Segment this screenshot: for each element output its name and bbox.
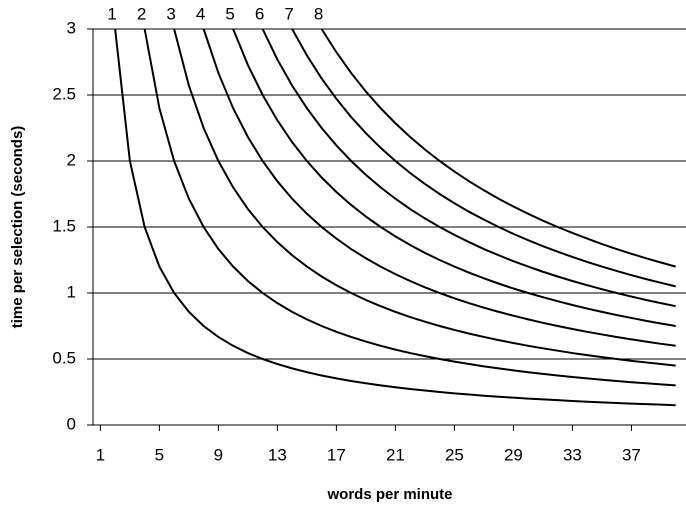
x-tick-label: 17: [327, 445, 346, 464]
series-label: 8: [314, 4, 323, 23]
series-label: 4: [196, 4, 205, 23]
y-axis-title: time per selection (seconds): [9, 126, 26, 329]
x-tick-label: 25: [445, 445, 464, 464]
x-tick-label: 5: [155, 445, 164, 464]
y-tick-label: 0.5: [52, 348, 76, 367]
curve: [291, 28, 676, 288]
x-tick-label: 1: [96, 445, 105, 464]
y-tick-label: 2: [67, 150, 76, 169]
series-label: 7: [284, 4, 293, 23]
curve: [232, 28, 676, 327]
series-label: 2: [137, 4, 146, 23]
curve: [320, 28, 676, 268]
curve: [143, 28, 676, 387]
y-tick-label: 1.5: [52, 216, 76, 235]
x-axis-title: words per minute: [326, 486, 452, 503]
y-tick-label: 0: [67, 414, 76, 433]
x-tick-label: 37: [622, 445, 641, 464]
curve: [173, 28, 676, 367]
series-label: 1: [107, 4, 116, 23]
curve: [261, 28, 676, 308]
x-tick-label: 9: [214, 445, 223, 464]
x-tick-label: 33: [563, 445, 582, 464]
y-tick-label: 2.5: [52, 84, 76, 103]
series-label: 6: [255, 4, 264, 23]
series-label: 5: [225, 4, 234, 23]
x-tick-label: 29: [504, 445, 523, 464]
x-tick-label: 13: [268, 445, 287, 464]
x-tick-label: 21: [386, 445, 405, 464]
curve: [202, 28, 676, 347]
y-tick-label: 3: [67, 18, 76, 37]
y-tick-label: 1: [67, 282, 76, 301]
curve: [114, 28, 676, 407]
series-label: 3: [166, 4, 175, 23]
